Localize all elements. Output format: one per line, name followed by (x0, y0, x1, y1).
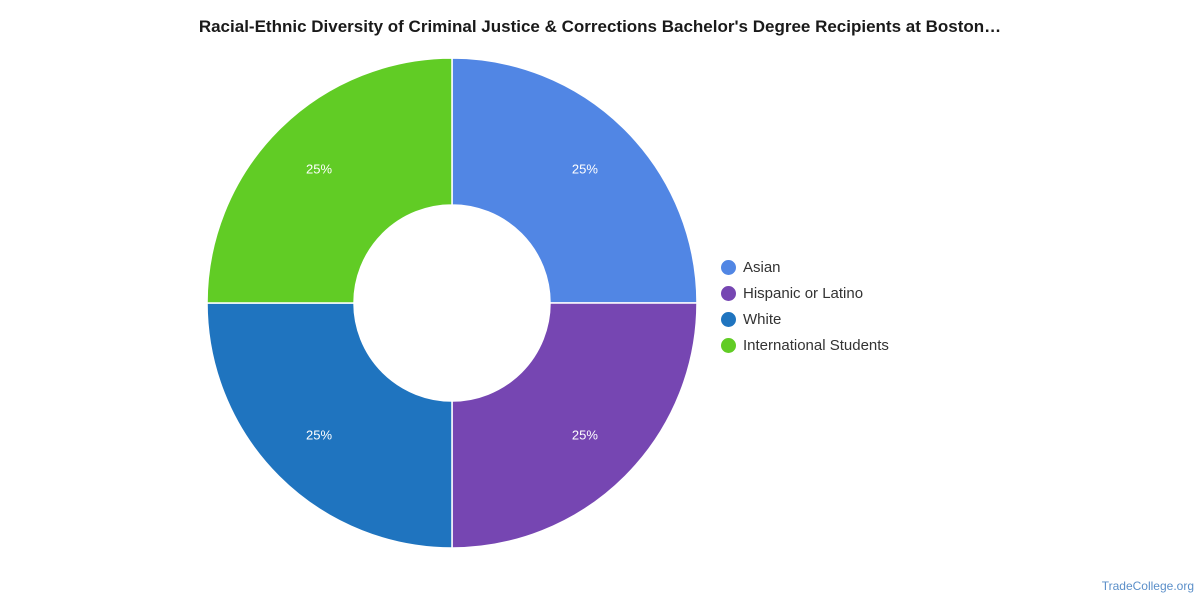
legend-label: White (743, 310, 782, 328)
chart-title: Racial-Ethnic Diversity of Criminal Just… (198, 17, 1002, 36)
source-credit[interactable]: TradeCollege.org (1101, 579, 1194, 593)
legend-swatch (721, 259, 736, 275)
legend-swatch (721, 311, 736, 327)
legend-label: Hispanic or Latino (743, 284, 864, 302)
donut-slice-asian[interactable] (451, 57, 698, 304)
donut-slice-international-students[interactable] (206, 57, 453, 304)
donut-slice-hispanic-or-latino[interactable] (451, 302, 698, 549)
data-label: 25% (306, 427, 332, 442)
legend-item-white[interactable]: White (721, 306, 889, 332)
legend-label: International Students (743, 336, 889, 354)
data-label: 25% (572, 427, 598, 442)
legend-item-asian[interactable]: Asian (721, 254, 889, 280)
legend-swatch (721, 285, 736, 301)
data-label: 25% (306, 162, 332, 177)
legend-swatch (721, 337, 736, 353)
legend-item-international-students[interactable]: International Students (721, 332, 889, 358)
donut-slice-white[interactable] (206, 302, 453, 549)
data-label: 25% (572, 162, 598, 177)
legend-item-hispanic-or-latino[interactable]: Hispanic or Latino (721, 280, 889, 306)
legend: Asian Hispanic or Latino White Internati… (721, 254, 889, 358)
legend-label: Asian (743, 258, 781, 276)
